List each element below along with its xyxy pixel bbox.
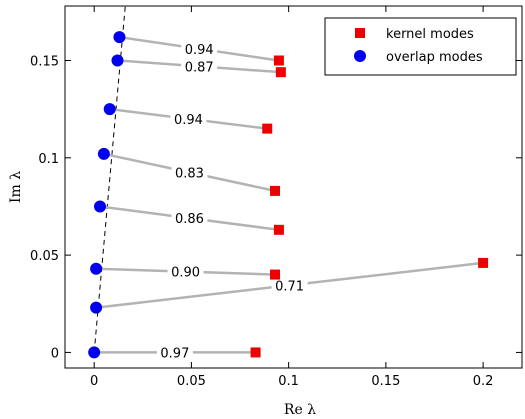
pair-label: 0.94 — [185, 43, 214, 58]
pair-label: 0.97 — [160, 346, 189, 361]
pair-label: 0.87 — [185, 60, 214, 75]
kernel-mode-point — [275, 67, 286, 78]
pair-label: 0.83 — [175, 166, 204, 181]
legend-kernel-marker — [355, 28, 365, 38]
y-tick-label: 0.1 — [38, 152, 59, 167]
legend-overlap-label: overlap modes — [386, 50, 483, 65]
axes-group: 0 0.05 0.1 0.15 0.2 0 0.05 0.1 0.15 — [30, 5, 523, 389]
overlap-mode-point — [113, 31, 126, 44]
overlap-mode-point — [94, 200, 107, 213]
pair-label-bg — [181, 39, 218, 57]
y-tick-label: 0.05 — [30, 249, 59, 264]
pair-label-bg — [171, 209, 208, 227]
plot-frame — [64, 5, 523, 369]
pair-label: 0.94 — [174, 113, 203, 128]
legend-overlap-marker — [354, 50, 366, 62]
y-tick-label: 0.15 — [30, 54, 59, 69]
legend-box — [324, 17, 517, 76]
kernel-mode-point — [273, 224, 284, 235]
kernel-mode-point — [270, 269, 281, 280]
legend: kernel modes overlap modes — [324, 17, 517, 76]
x-tick-label: 0.15 — [371, 374, 400, 389]
pair-label-bg — [271, 276, 308, 294]
points-group — [88, 31, 489, 359]
overlap-mode-point — [88, 346, 101, 359]
overlap-mode-point — [97, 147, 110, 160]
pair-label-bg — [167, 262, 204, 280]
overlap-mode-point — [103, 103, 116, 116]
kernel-mode-point — [262, 123, 273, 134]
overlap-mode-point — [90, 301, 103, 314]
kernel-mode-point — [270, 185, 281, 196]
pair-label-bg — [171, 163, 208, 181]
kernel-mode-point — [250, 347, 261, 358]
x-tick-label: 0.2 — [473, 374, 494, 389]
x-axis-title: Re λ — [284, 402, 316, 418]
y-tick-label: 0 — [51, 346, 59, 361]
pair-label: 0.71 — [275, 279, 304, 294]
pair-label-bg — [170, 109, 207, 127]
kernel-mode-point — [273, 55, 284, 66]
kernel-mode-point — [478, 257, 489, 268]
pair-label: 0.90 — [171, 266, 200, 281]
overlap-mode-point — [90, 262, 103, 275]
x-tick-label: 0.05 — [177, 374, 206, 389]
x-tick-label: 0.1 — [278, 374, 299, 389]
pair-label-bg — [181, 57, 218, 75]
pair-label: 0.86 — [175, 212, 204, 227]
overlap-mode-point — [111, 54, 124, 67]
legend-kernel-label: kernel modes — [386, 27, 474, 42]
y-axis-title: Im λ — [8, 171, 24, 203]
pair-connectors-group: 0.97 0.71 0.90 0.86 0.83 0.94 0.87 0.94 — [94, 35, 484, 361]
pair-label-bg — [156, 343, 193, 361]
x-tick-label: 0 — [90, 374, 98, 389]
